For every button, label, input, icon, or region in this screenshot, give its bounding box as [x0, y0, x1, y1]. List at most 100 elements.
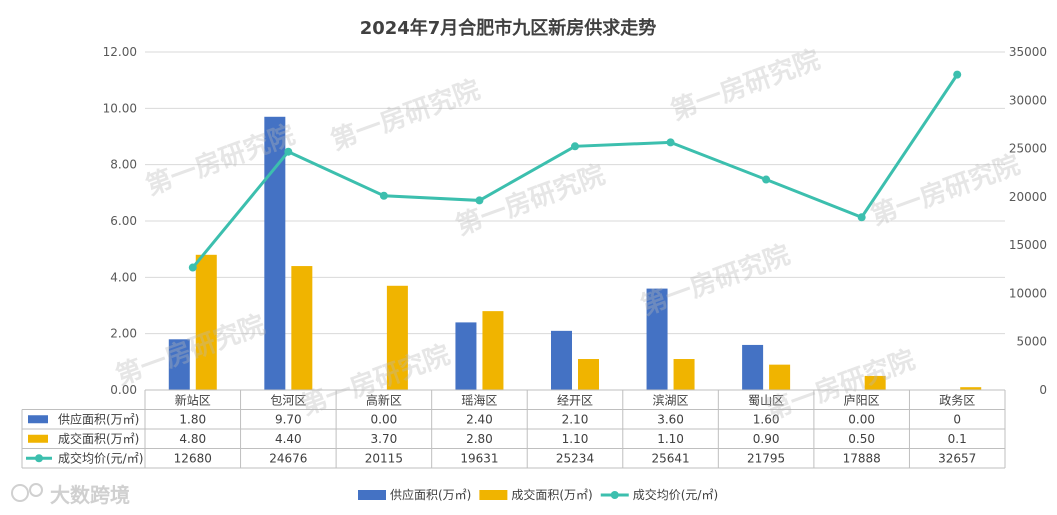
data-label: 32657 — [938, 451, 976, 465]
data-label: 25234 — [556, 451, 594, 465]
price-point — [284, 147, 293, 156]
category-label: 经开区 — [557, 394, 593, 408]
data-label: 0.1 — [948, 432, 967, 446]
price-point — [857, 213, 866, 222]
deal-bar — [482, 311, 504, 390]
legend-key — [28, 415, 48, 424]
right-tick-label: 5000 — [1016, 335, 1047, 349]
right-tick-label: 20000 — [1009, 190, 1047, 204]
deal-bar — [769, 364, 791, 390]
price-point — [475, 196, 484, 205]
data-label: 12680 — [174, 451, 212, 465]
series-name: 供应面积(万㎡) — [58, 411, 139, 426]
deal-bar — [386, 285, 408, 390]
right-tick-label: 10000 — [1009, 286, 1047, 300]
watermark-text: 第一房研究院 — [637, 239, 794, 321]
brand-icon — [29, 483, 43, 497]
data-label: 3.60 — [657, 412, 684, 426]
left-tick-label: 0.00 — [110, 383, 137, 397]
legend-key — [35, 454, 43, 463]
data-label: 2.40 — [466, 412, 493, 426]
legend-key — [28, 434, 48, 443]
price-point — [762, 175, 771, 184]
data-label: 1.60 — [753, 412, 780, 426]
deal-bar — [291, 266, 313, 390]
category-label: 滨湖区 — [653, 393, 689, 408]
legend-label: 供应面积(万㎡) — [390, 487, 471, 502]
data-label: 0 — [953, 412, 961, 426]
data-label: 4.80 — [179, 432, 206, 446]
brand-icon — [11, 484, 29, 502]
category-label: 新站区 — [175, 393, 211, 408]
watermark-text: 第一房研究院 — [327, 74, 484, 156]
data-label: 20115 — [365, 451, 403, 465]
legend-swatch — [358, 490, 386, 500]
supply-bar — [551, 330, 572, 390]
data-label: 19631 — [460, 451, 498, 465]
data-label: 1.10 — [657, 432, 684, 446]
data-label: 0.90 — [753, 432, 780, 446]
left-tick-label: 6.00 — [110, 214, 137, 228]
deal-bar — [578, 359, 599, 390]
data-label: 3.70 — [371, 432, 398, 446]
price-point — [188, 263, 197, 272]
data-label: 0.00 — [848, 412, 875, 426]
data-label: 0.50 — [848, 432, 875, 446]
left-tick-label: 12.00 — [103, 45, 137, 59]
brand-text: 大数跨境 — [50, 483, 130, 507]
watermark-text: 第一房研究院 — [867, 149, 1024, 231]
left-tick-label: 10.00 — [103, 101, 137, 115]
category-label: 庐阳区 — [844, 393, 880, 408]
category-label: 高新区 — [366, 393, 402, 408]
brand-logo: 大数跨境 — [11, 483, 130, 507]
legend-swatch — [610, 491, 619, 499]
bars — [168, 116, 982, 391]
supply-bar — [264, 116, 286, 391]
deal-bar — [960, 387, 982, 390]
left-tick-label: 4.00 — [110, 270, 137, 284]
data-label: 1.10 — [562, 432, 589, 446]
right-tick-label: 15000 — [1009, 238, 1047, 252]
right-tick-label: 0 — [1039, 383, 1047, 397]
left-axis-ticks: 0.00 2.00 4.00 6.00 8.00 10.00 12.00 — [103, 45, 137, 397]
left-tick-label: 8.00 — [110, 158, 137, 172]
data-label: 24676 — [269, 451, 307, 465]
supply-bar — [168, 339, 190, 390]
legend-swatch — [479, 490, 508, 500]
price-point — [571, 142, 579, 151]
deal-bar — [864, 375, 886, 390]
data-label: 2.10 — [562, 412, 589, 426]
price-point — [379, 191, 388, 200]
data-label: 2.80 — [466, 432, 493, 446]
watermark-text: 第一房研究院 — [112, 309, 269, 391]
category-label: 政务区 — [939, 393, 975, 408]
supply-bar — [646, 288, 668, 390]
data-label: 17888 — [843, 451, 881, 465]
right-tick-label: 25000 — [1009, 142, 1047, 156]
series-name: 成交均价(元/㎡) — [58, 450, 143, 465]
deal-bar — [195, 254, 217, 390]
category-label: 包河区 — [270, 394, 306, 408]
supply-bar — [455, 322, 477, 390]
legend: 供应面积(万㎡) 成交面积(万㎡) 成交均价(元/㎡) — [358, 487, 718, 502]
category-label: 瑶海区 — [461, 393, 497, 408]
data-label: 0.00 — [371, 412, 398, 426]
right-axis-ticks: 0 5000 10000 15000 20000 25000 30000 35000 — [1009, 45, 1047, 397]
series-name: 成交面积(万㎡) — [58, 431, 139, 446]
supply-bar — [742, 344, 764, 390]
category-label: 蜀山区 — [748, 394, 784, 408]
right-tick-label: 35000 — [1009, 45, 1047, 59]
data-label: 21795 — [747, 451, 785, 465]
chart-title: 2024年7月合肥市九区新房供求走势 — [360, 17, 657, 39]
left-tick-label: 2.00 — [110, 327, 137, 341]
watermark-text: 第一房研究院 — [667, 44, 824, 126]
data-label: 4.40 — [275, 432, 302, 446]
data-label: 25641 — [651, 451, 689, 465]
data-label: 1.80 — [179, 412, 206, 426]
legend-label: 成交均价(元/㎡) — [633, 487, 718, 502]
price-point — [666, 138, 675, 147]
deal-bar — [673, 359, 695, 390]
gridlines — [145, 51, 1005, 391]
